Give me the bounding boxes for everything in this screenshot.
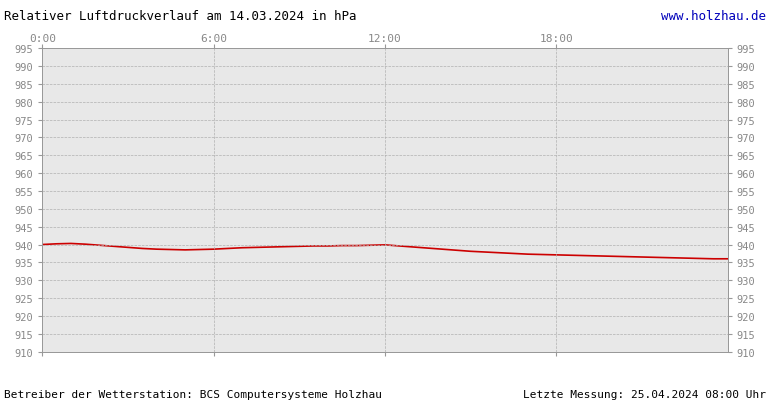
Text: Relativer Luftdruckverlauf am 14.03.2024 in hPa: Relativer Luftdruckverlauf am 14.03.2024… [4, 10, 357, 23]
Text: Betreiber der Wetterstation: BCS Computersysteme Holzhau: Betreiber der Wetterstation: BCS Compute… [4, 389, 382, 399]
Text: Letzte Messung: 25.04.2024 08:00 Uhr: Letzte Messung: 25.04.2024 08:00 Uhr [523, 389, 766, 399]
Text: www.holzhau.de: www.holzhau.de [661, 10, 766, 23]
